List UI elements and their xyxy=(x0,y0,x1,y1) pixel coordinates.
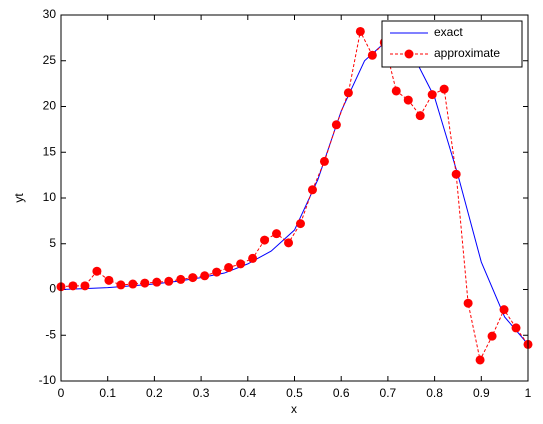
x-tick-label: 0.2 xyxy=(146,386,163,400)
legend-box xyxy=(381,20,523,68)
data-point xyxy=(80,281,90,291)
data-point xyxy=(92,266,102,276)
data-point xyxy=(164,276,174,286)
y-tick-label: 15 xyxy=(43,144,57,158)
x-tick-label: 0.9 xyxy=(473,386,490,400)
x-tick-label: 0.1 xyxy=(99,386,116,400)
data-point xyxy=(343,88,353,98)
series-line xyxy=(61,29,528,362)
data-point xyxy=(415,111,425,121)
y-tick-label: -5 xyxy=(45,327,56,341)
data-point xyxy=(248,253,258,263)
data-point xyxy=(212,267,222,277)
data-point xyxy=(331,120,341,130)
data-point xyxy=(152,277,162,287)
y-tick-label: 30 xyxy=(43,7,57,21)
x-tick-label: 0.5 xyxy=(286,386,303,400)
data-point xyxy=(116,280,126,290)
data-point xyxy=(391,86,401,96)
data-point xyxy=(511,323,521,333)
y-tick-label: 10 xyxy=(43,190,57,204)
data-point xyxy=(68,281,78,291)
x-tick-label: 0.4 xyxy=(239,386,256,400)
data-point xyxy=(200,271,210,281)
y-tick-label: -10 xyxy=(39,373,57,387)
axes-box xyxy=(60,14,529,382)
y-tick-label: 25 xyxy=(43,53,57,67)
data-point xyxy=(188,273,198,283)
data-point xyxy=(284,238,294,248)
data-point xyxy=(260,235,270,245)
legend-marker xyxy=(404,49,414,59)
data-point xyxy=(224,263,234,273)
data-point xyxy=(176,274,186,284)
data-point xyxy=(451,169,461,179)
series-line xyxy=(61,39,528,345)
data-point xyxy=(295,219,305,229)
data-point xyxy=(463,298,473,308)
y-tick-label: 5 xyxy=(49,236,56,250)
x-tick-label: 0.6 xyxy=(333,386,350,400)
x-axis-label: x xyxy=(291,402,297,416)
data-point xyxy=(439,84,449,94)
data-point xyxy=(307,185,317,195)
x-tick-label: 0.7 xyxy=(380,386,397,400)
x-tick-label: 1 xyxy=(525,386,532,400)
data-point xyxy=(104,275,114,285)
x-tick-label: 0.3 xyxy=(193,386,210,400)
data-point xyxy=(128,279,138,289)
data-point xyxy=(319,156,329,166)
data-point xyxy=(236,259,246,269)
data-point xyxy=(272,229,282,239)
y-axis-label: yt xyxy=(12,193,26,203)
data-point xyxy=(403,95,413,105)
data-point xyxy=(140,278,150,288)
data-point xyxy=(499,305,509,315)
data-point xyxy=(487,331,497,341)
data-point xyxy=(427,90,437,100)
legend-label: approximate xyxy=(434,46,500,60)
data-point xyxy=(367,50,377,60)
data-point xyxy=(355,26,365,36)
y-tick-label: 0 xyxy=(49,282,56,296)
x-tick-label: 0 xyxy=(58,386,65,400)
x-tick-label: 0.8 xyxy=(426,386,443,400)
data-point xyxy=(475,355,485,365)
y-tick-label: 20 xyxy=(43,99,57,113)
legend-label: exact xyxy=(434,25,463,39)
